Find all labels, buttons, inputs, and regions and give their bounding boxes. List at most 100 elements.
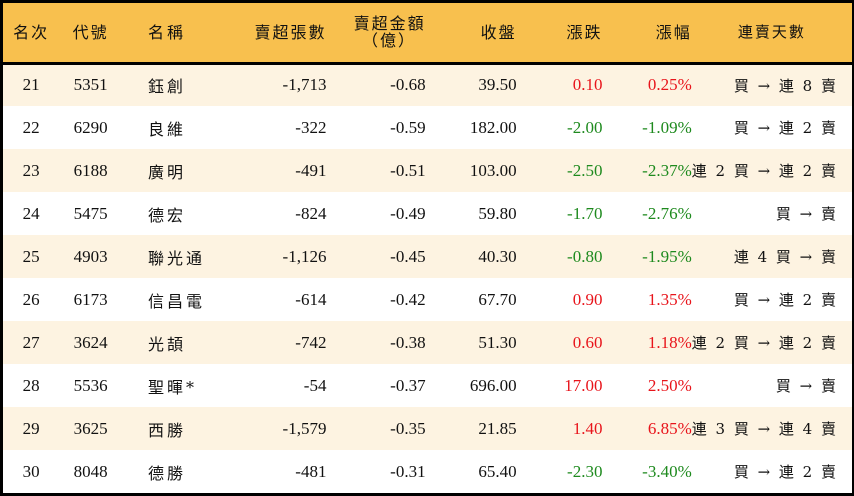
cell-change: -2.30 [567, 461, 603, 481]
header-net-sell-amount-line2: （億） [362, 31, 417, 51]
table-body: 21 5351 鈺創 -1,713 -0.68 39.50 0.10 0.25%… [3, 63, 852, 493]
cell-code: 6188 [73, 160, 108, 180]
cell-change: 0.60 [572, 332, 603, 352]
cell-name: 光頡 [147, 334, 186, 354]
cell-name: 廣明 [147, 162, 186, 182]
cell-rank: 24 [22, 203, 40, 223]
cell-code: 6173 [73, 289, 108, 309]
cell-change-pct: 1.35% [647, 289, 692, 309]
cell-net-sell-amount: -0.59 [390, 117, 426, 137]
cell-code: 5351 [73, 75, 108, 95]
header-change-pct: 漲幅 [655, 22, 692, 42]
header-net-sell-lots: 賣超張數 [254, 22, 327, 42]
cell-close: 39.50 [478, 75, 517, 95]
cell-streak: 買 → 賣 [775, 377, 838, 395]
cell-net-sell-lots: -1,579 [282, 418, 327, 438]
cell-net-sell-amount: -0.35 [390, 418, 426, 438]
cell-net-sell-lots: -742 [295, 332, 327, 352]
cell-change-pct: 0.25% [647, 75, 692, 95]
cell-net-sell-lots: -322 [295, 117, 327, 137]
cell-name: 聖暉* [147, 377, 197, 397]
cell-close: 59.80 [478, 203, 517, 223]
table-row: 29 3625 西勝 -1,579 -0.35 21.85 1.40 6.85%… [3, 407, 852, 450]
cell-net-sell-amount: -0.37 [390, 375, 426, 395]
cell-name: 德宏 [147, 205, 186, 225]
cell-streak: 買 → 賣 [775, 205, 838, 223]
cell-streak: 連 2 買 → 連 2 賣 [691, 334, 838, 352]
cell-code: 6290 [73, 117, 108, 137]
header-name: 名稱 [147, 22, 186, 42]
table-row: 24 5475 德宏 -824 -0.49 59.80 -1.70 -2.76%… [3, 192, 852, 235]
cell-change: 0.10 [572, 75, 603, 95]
table-row: 21 5351 鈺創 -1,713 -0.68 39.50 0.10 0.25%… [3, 63, 852, 106]
cell-rank: 22 [22, 117, 40, 137]
cell-net-sell-lots: -614 [295, 289, 327, 309]
cell-code: 3625 [73, 418, 108, 438]
cell-change: -0.80 [567, 246, 603, 266]
cell-name: 西勝 [147, 420, 186, 440]
cell-net-sell-amount: -0.42 [390, 289, 426, 309]
cell-streak: 買 → 連 2 賣 [733, 291, 838, 309]
cell-close: 67.70 [478, 289, 517, 309]
table-row: 28 5536 聖暉* -54 -0.37 696.00 17.00 2.50%… [3, 364, 852, 407]
table-row: 26 6173 信昌電 -614 -0.42 67.70 0.90 1.35% … [3, 278, 852, 321]
table-row: 23 6188 廣明 -491 -0.51 103.00 -2.50 -2.37… [3, 149, 852, 192]
header-rank: 名次 [13, 22, 50, 42]
cell-rank: 25 [22, 246, 40, 266]
cell-net-sell-lots: -481 [295, 461, 327, 481]
cell-change-pct: -1.95% [642, 246, 692, 266]
cell-change: 17.00 [564, 375, 603, 395]
cell-net-sell-amount: -0.68 [390, 75, 426, 95]
cell-change-pct: -2.37% [642, 160, 692, 180]
cell-change-pct: 2.50% [647, 375, 692, 395]
cell-net-sell-lots: -824 [295, 203, 327, 223]
cell-name: 鈺創 [147, 77, 186, 97]
cell-net-sell-lots: -1,713 [282, 75, 327, 95]
cell-streak: 買 → 連 2 賣 [733, 463, 838, 481]
cell-close: 40.30 [478, 246, 517, 266]
cell-net-sell-amount: -0.31 [390, 461, 426, 481]
cell-streak: 連 4 買 → 賣 [733, 248, 838, 266]
cell-change: 0.90 [572, 289, 603, 309]
cell-streak: 連 2 買 → 連 2 賣 [691, 162, 838, 180]
cell-net-sell-lots: -54 [303, 375, 327, 395]
cell-streak: 買 → 連 8 賣 [733, 76, 838, 95]
cell-name: 聯光通 [147, 248, 205, 268]
cell-net-sell-lots: -491 [295, 160, 327, 180]
net-sell-ranking-table: 名次 代號 名稱 賣超張數 賣超金額 （億） 收盤 漲跌 漲幅 連賣天數 21 … [3, 3, 852, 493]
cell-close: 103.00 [469, 160, 517, 180]
cell-net-sell-amount: -0.45 [390, 246, 426, 266]
cell-rank: 30 [22, 461, 40, 481]
header-close: 收盤 [480, 22, 517, 42]
cell-rank: 28 [22, 375, 40, 395]
cell-change-pct: -2.76% [642, 203, 692, 223]
cell-code: 5475 [73, 203, 108, 223]
cell-streak: 買 → 連 2 賣 [733, 119, 838, 137]
header-row: 名次 代號 名稱 賣超張數 賣超金額 （億） 收盤 漲跌 漲幅 連賣天數 [3, 3, 852, 63]
table-row: 22 6290 良維 -322 -0.59 182.00 -2.00 -1.09… [3, 106, 852, 149]
cell-net-sell-amount: -0.49 [390, 203, 426, 223]
cell-close: 21.85 [478, 418, 517, 438]
cell-code: 4903 [73, 246, 108, 266]
cell-code: 5536 [73, 375, 108, 395]
table-row: 27 3624 光頡 -742 -0.38 51.30 0.60 1.18% 連… [3, 321, 852, 364]
cell-change-pct: -1.09% [642, 117, 692, 137]
header-streak: 連賣天數 [737, 22, 806, 41]
header-change: 漲跌 [566, 22, 603, 42]
cell-change: -1.70 [567, 203, 603, 223]
table-row: 30 8048 德勝 -481 -0.31 65.40 -2.30 -3.40%… [3, 450, 852, 493]
cell-rank: 29 [22, 418, 40, 438]
cell-change: 1.40 [572, 418, 603, 438]
cell-change-pct: 6.85% [647, 418, 692, 438]
cell-close: 65.40 [478, 461, 517, 481]
header-net-sell-amount-line1: 賣超金額 [353, 14, 426, 34]
cell-change-pct: -3.40% [642, 461, 692, 481]
table-row: 25 4903 聯光通 -1,126 -0.45 40.30 -0.80 -1.… [3, 235, 852, 278]
cell-change: -2.00 [567, 117, 603, 137]
cell-rank: 21 [22, 75, 40, 95]
cell-close: 182.00 [469, 117, 517, 137]
cell-code: 3624 [73, 332, 108, 352]
cell-code: 8048 [73, 461, 108, 481]
cell-name: 德勝 [147, 463, 186, 483]
